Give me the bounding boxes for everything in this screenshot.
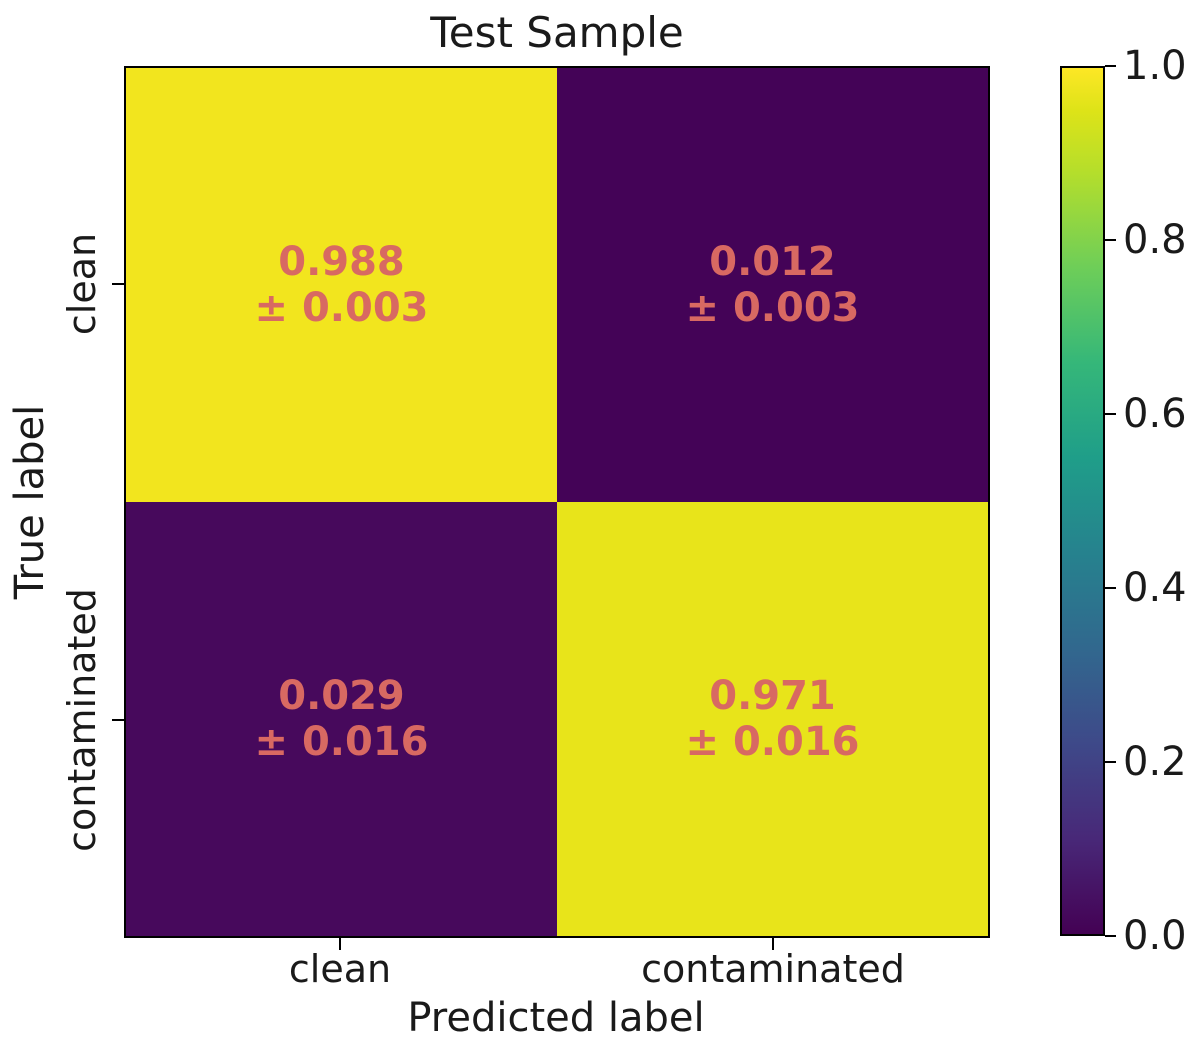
colorbar-tick-label: 0.0	[1123, 913, 1187, 959]
colorbar-tick-label: 0.6	[1123, 391, 1187, 437]
y-tick-mark-contaminated	[112, 719, 124, 721]
colorbar-tick-mark	[1105, 413, 1116, 415]
y-tick-mark-clean	[112, 283, 124, 285]
cell-value: 0.988	[278, 238, 405, 285]
colorbar-tick-mark	[1105, 587, 1116, 589]
x-tick-label-contaminated: contaminated	[641, 947, 905, 991]
colorbar-tick-mark	[1105, 761, 1116, 763]
y-tick-label-contaminated: contaminated	[60, 588, 104, 852]
cell-error: ± 0.016	[254, 719, 429, 765]
matrix-cell-true-contaminated-pred-contaminated: 0.971 ± 0.016	[557, 502, 988, 936]
colorbar-tick-mark	[1105, 239, 1116, 241]
colorbar-tick-label: 0.4	[1123, 565, 1187, 611]
matrix-cell-true-contaminated-pred-clean: 0.029 ± 0.016	[126, 502, 557, 936]
colorbar-tick-mark	[1105, 935, 1116, 937]
chart-title: Test Sample	[430, 8, 684, 57]
cell-value: 0.971	[709, 672, 836, 719]
matrix-cell-true-clean-pred-contaminated: 0.012 ± 0.003	[557, 68, 988, 502]
x-axis-label: Predicted label	[407, 995, 705, 1041]
matrix-cell-true-clean-pred-clean: 0.988 ± 0.003	[126, 68, 557, 502]
x-tick-mark-contaminated	[772, 938, 774, 950]
x-tick-label-clean: clean	[288, 947, 392, 991]
colorbar-tick-label: 0.2	[1123, 739, 1187, 785]
cell-value: 0.012	[709, 238, 836, 285]
cell-error: ± 0.003	[254, 285, 429, 331]
heatmap-plot-area: 0.988 ± 0.003 0.012 ± 0.003 0.029 ± 0.01…	[124, 66, 990, 938]
x-tick-mark-clean	[339, 938, 341, 950]
colorbar-tick-label: 0.8	[1123, 217, 1187, 263]
cell-error: ± 0.016	[685, 719, 860, 765]
colorbar-tick-mark	[1105, 65, 1116, 67]
y-axis-label: True label	[7, 404, 53, 600]
y-tick-label-clean: clean	[60, 232, 104, 336]
cell-value: 0.029	[278, 672, 405, 719]
cell-error: ± 0.003	[685, 285, 860, 331]
colorbar-gradient	[1060, 66, 1105, 936]
colorbar-tick-label: 1.0	[1123, 43, 1187, 89]
